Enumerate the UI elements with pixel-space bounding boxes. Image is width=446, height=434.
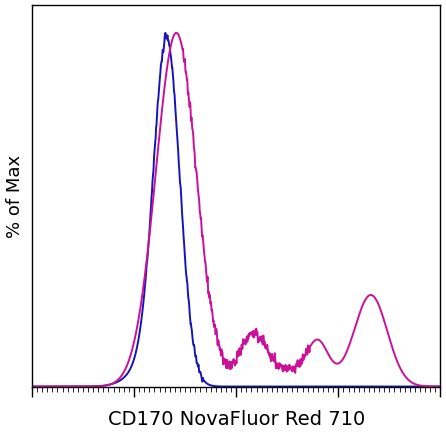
X-axis label: CD170 NovaFluor Red 710: CD170 NovaFluor Red 710	[107, 410, 365, 428]
Y-axis label: % of Max: % of Max	[5, 155, 24, 237]
